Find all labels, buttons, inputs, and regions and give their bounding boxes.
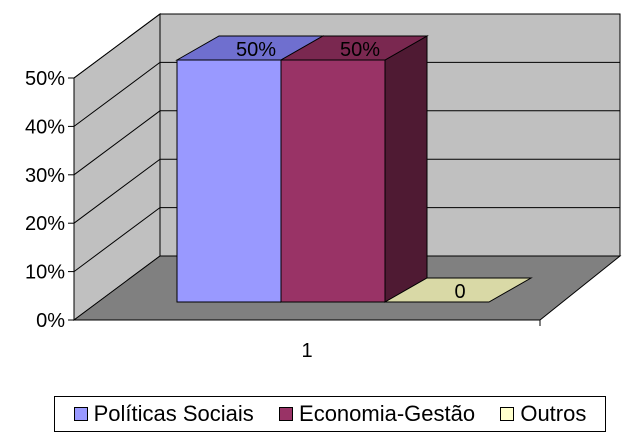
bar-front	[176, 59, 282, 303]
y-tick-label: 30%	[25, 165, 65, 187]
y-tick-label: 50%	[25, 68, 65, 90]
legend-label: Economia-Gestão	[299, 401, 476, 426]
data-label: 50%	[236, 39, 276, 61]
bar-top	[279, 35, 429, 61]
legend: Políticas Sociais Economia-Gestão Outros	[54, 396, 606, 432]
x-axis: 1	[74, 319, 541, 362]
bars	[175, 35, 533, 303]
y-tick-label: 10%	[25, 262, 65, 284]
bar-side	[384, 35, 428, 303]
y-axis: 0% 10% 20% 30% 40% 50%	[25, 68, 75, 332]
bar-chart-3d: 0% 10% 20% 30% 40% 50% 50% 50% 0 1	[25, 13, 622, 362]
bar-economia-gest-o	[279, 35, 429, 303]
gridline	[73, 207, 620, 273]
data-labels: 50% 50% 0	[236, 39, 466, 303]
gridlines	[73, 13, 620, 273]
bar-top	[383, 277, 533, 303]
x-tick-label: 1	[301, 340, 312, 362]
bar-outros	[383, 277, 533, 303]
legend-label: Outros	[520, 401, 587, 426]
y-tick-label: 20%	[25, 213, 65, 235]
gridline	[73, 158, 620, 224]
legend-item-economia-gestao: Economia-Gestão	[279, 401, 475, 427]
data-label: 50%	[340, 39, 380, 61]
legend-swatch	[500, 407, 515, 421]
legend-item-outros: Outros	[500, 401, 586, 427]
gridline	[73, 13, 620, 79]
gridline	[73, 61, 620, 127]
legend-swatch	[279, 407, 294, 421]
data-label: 0	[454, 281, 465, 303]
y-tick-label: 40%	[25, 116, 65, 138]
gridline	[73, 110, 620, 176]
legend-swatch	[73, 407, 88, 421]
legend-label: Políticas Sociais	[93, 401, 254, 426]
bar-front	[280, 59, 386, 303]
y-tick-label: 0%	[36, 310, 65, 332]
legend-item-politicas-sociais: Políticas Sociais	[73, 401, 254, 427]
